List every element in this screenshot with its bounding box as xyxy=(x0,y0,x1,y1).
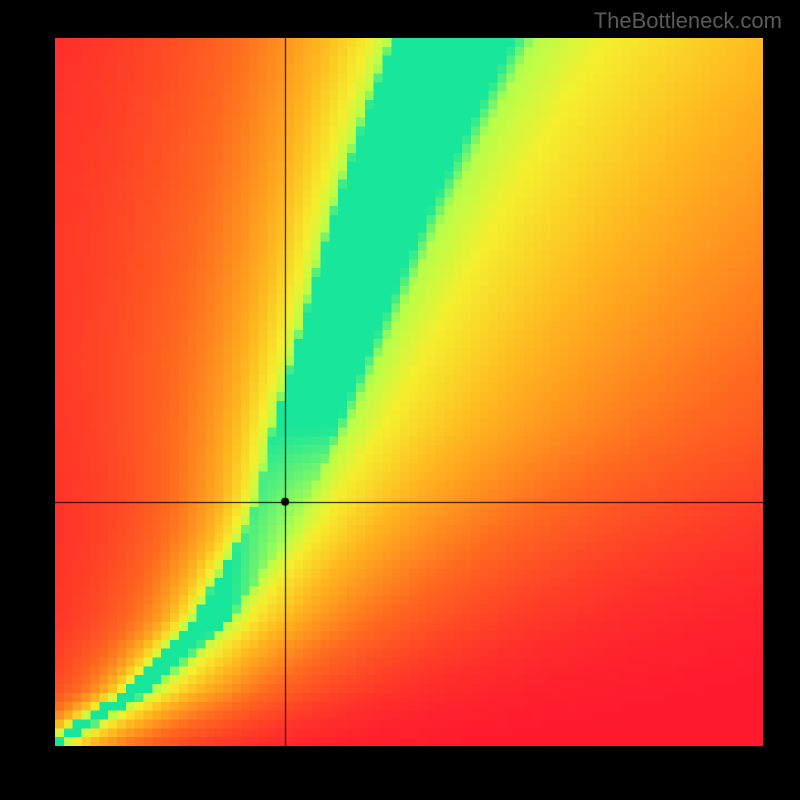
crosshair-overlay xyxy=(55,38,763,746)
watermark-text: TheBottleneck.com xyxy=(594,8,782,34)
chart-container: TheBottleneck.com xyxy=(0,0,800,800)
